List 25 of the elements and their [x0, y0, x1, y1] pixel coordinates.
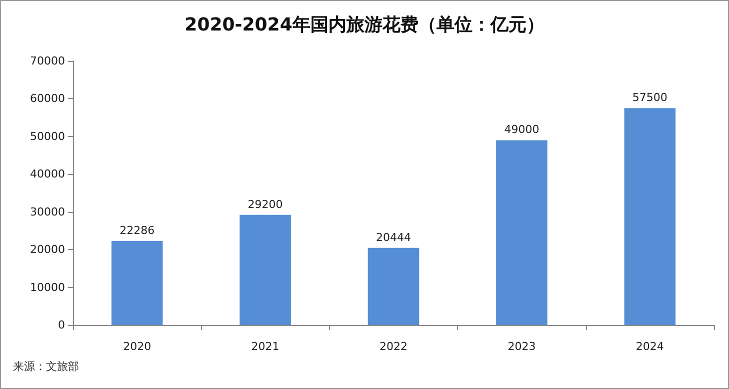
- source-note: 来源：文旅部: [13, 360, 79, 373]
- y-tick-label: 0: [58, 318, 65, 332]
- data-label: 29200: [248, 198, 283, 211]
- y-tick-label: 60000: [30, 92, 65, 106]
- data-label: 20444: [376, 230, 411, 244]
- chart-title: 2020-2024年国内旅游花费（单位：亿元）: [184, 14, 544, 36]
- y-tick-label: 70000: [30, 54, 65, 68]
- x-tick-label: 2023: [508, 340, 536, 353]
- y-tick-label: 40000: [30, 168, 65, 181]
- data-label: 57500: [632, 91, 668, 104]
- bar: [111, 240, 163, 325]
- data-label: 49000: [504, 123, 540, 136]
- bar: [368, 248, 420, 325]
- y-tick-label: 20000: [30, 243, 65, 256]
- bar: [240, 214, 291, 325]
- y-tick-label: 10000: [30, 280, 65, 294]
- x-tick-label: 2022: [380, 340, 408, 353]
- bar: [624, 108, 676, 325]
- data-label: 22286: [120, 224, 155, 237]
- y-tick-label: 50000: [30, 130, 65, 143]
- x-tick-label: 2020: [123, 340, 152, 353]
- bar: [496, 140, 548, 325]
- y-tick-label: 30000: [30, 205, 65, 218]
- x-tick-label: 2024: [636, 340, 664, 353]
- x-tick-label: 2021: [251, 340, 280, 353]
